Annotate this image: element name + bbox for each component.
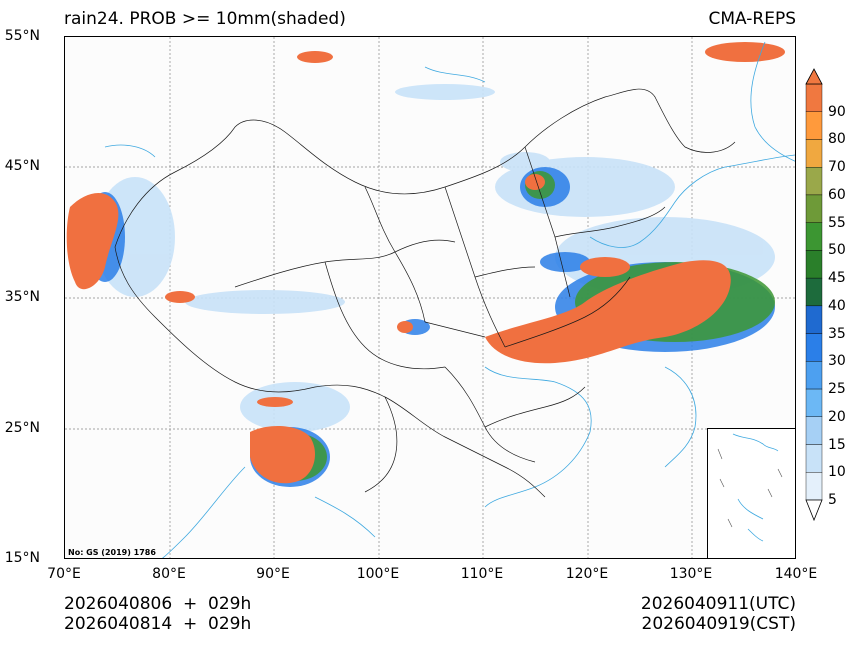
colorbar-tick-label: 15 — [828, 436, 846, 453]
init-time-cst: 2026040814 + 029h — [64, 614, 252, 634]
lon-tick-80: 80°E — [152, 566, 186, 582]
colorbar-tick-label: 60 — [828, 186, 846, 203]
high-prob-shading — [66, 42, 785, 484]
colorbar-segment — [805, 444, 823, 473]
colorbar-segment — [805, 277, 823, 307]
colorbar-min-arrow — [805, 499, 823, 522]
coastlines — [104, 41, 795, 558]
map-canvas — [65, 37, 795, 558]
colorbar-tick-label: 70 — [828, 159, 846, 176]
colorbar-segment — [805, 388, 823, 418]
lat-tick-35: 35°N — [4, 289, 40, 305]
lon-tick-90: 90°E — [256, 566, 290, 582]
colorbar-tick-label: 25 — [828, 381, 846, 398]
model-name: CMA-REPS — [708, 9, 796, 29]
lon-tick-120: 120°E — [565, 566, 609, 582]
lat-tick-25: 25°N — [4, 420, 40, 436]
lon-tick-140: 140°E — [774, 566, 818, 582]
colorbar-tick-label: 35 — [828, 325, 846, 342]
south-china-sea-inset — [707, 428, 796, 559]
map-title: rain24. PROB >= 10mm(shaded) — [64, 9, 346, 29]
lat-tick-55: 55°N — [4, 28, 40, 44]
colorbar-segment — [805, 305, 823, 334]
colorbar-tick-label: 5 — [828, 492, 837, 508]
valid-time-cst: 2026040919(CST) — [641, 614, 796, 634]
low-prob-shading — [95, 84, 775, 432]
colorbar-tick-label: 30 — [828, 353, 846, 370]
colorbar-max-arrow — [805, 68, 823, 85]
lat-tick-15: 15°N — [4, 550, 40, 566]
lat-tick-45: 45°N — [4, 158, 40, 174]
colorbar-segment — [805, 111, 823, 140]
colorbar-segment — [805, 472, 823, 501]
colorbar-segment — [805, 166, 823, 196]
init-time-utc: 2026040806 + 029h — [64, 594, 252, 614]
colorbar-segment — [805, 416, 823, 445]
colorbar-segment — [805, 361, 823, 390]
inset-canvas — [717, 433, 783, 542]
colorbar-tick-label: 80 — [828, 131, 846, 148]
lon-tick-70: 70°E — [47, 566, 81, 582]
colorbar — [805, 68, 823, 522]
borders — [114, 88, 736, 498]
colorbar-segment — [805, 333, 823, 362]
map-panel — [64, 36, 796, 559]
colorbar-segment — [805, 139, 823, 168]
colorbar-segment — [805, 222, 823, 251]
colorbar-segment — [805, 83, 823, 112]
lon-tick-110: 110°E — [460, 566, 504, 582]
map-approval-number: No: GS (2019) 1786 — [68, 548, 156, 557]
lon-tick-100: 100°E — [356, 566, 400, 582]
colorbar-tick-label: 55 — [828, 214, 846, 231]
colorbar-tick-label: 40 — [828, 297, 846, 314]
colorbar-tick-label: 20 — [828, 408, 846, 425]
colorbar-segment — [805, 194, 823, 223]
colorbar-tick-label: 45 — [828, 270, 846, 287]
colorbar-tick-label: 90 — [828, 103, 846, 120]
valid-time-utc: 2026040911(UTC) — [640, 594, 796, 614]
green-shading — [263, 171, 775, 481]
colorbar-tick-label: 50 — [828, 242, 846, 259]
lon-tick-130: 130°E — [669, 566, 713, 582]
colorbar-tick-label: 10 — [828, 464, 846, 481]
colorbar-segment — [805, 250, 823, 279]
